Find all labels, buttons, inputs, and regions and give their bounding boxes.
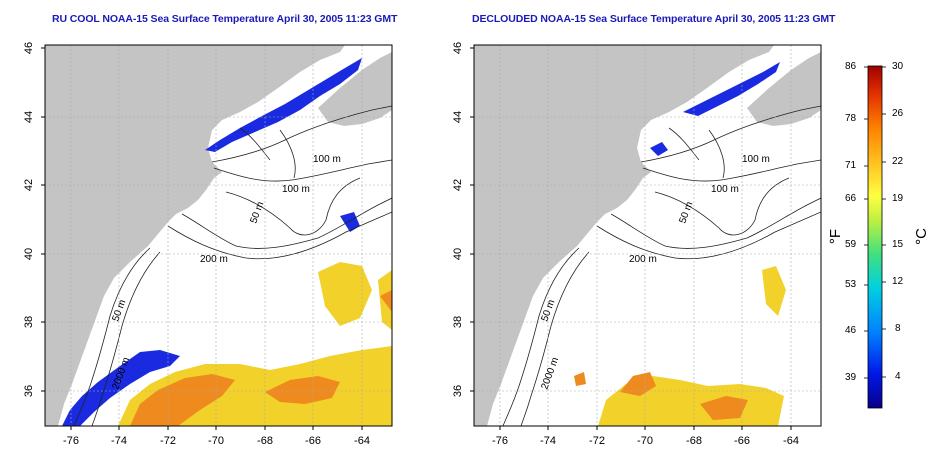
contour-label: 100 m xyxy=(742,154,770,165)
contour-line xyxy=(610,197,821,249)
contour-line xyxy=(596,211,821,260)
lat-tick-label: 36 xyxy=(23,385,35,397)
cold-water-patch xyxy=(340,212,360,232)
nova-scotia xyxy=(318,52,392,126)
lon-tick-label: -74 xyxy=(540,435,556,447)
contour-line xyxy=(211,105,392,163)
contour-label: 200 m xyxy=(200,254,228,265)
fahrenheit-tick: 78 xyxy=(845,113,857,124)
lon-tick-label: -68 xyxy=(257,435,273,447)
contour-line xyxy=(640,105,821,163)
contour-line xyxy=(91,251,161,426)
contour-line xyxy=(225,177,361,236)
celsius-tick: 22 xyxy=(892,156,904,167)
warm-water-orange xyxy=(130,374,235,426)
lon-tick-label: -64 xyxy=(354,435,370,447)
warm-water-orange xyxy=(265,376,340,404)
lon-tick-label: -66 xyxy=(305,435,321,447)
sst-map: 100 m 100 m 50 m 200 m 50 m 2000 m -76 -… xyxy=(452,42,822,447)
contour-label: 100 m xyxy=(313,154,341,165)
celsius-tick: 19 xyxy=(892,193,904,204)
lat-tick-label: 42 xyxy=(452,179,464,191)
contour-label: 100 m xyxy=(282,184,310,195)
warm-water-orange xyxy=(380,290,392,312)
lon-tick-label: -64 xyxy=(783,435,799,447)
contour-label: 200 m xyxy=(629,254,657,265)
fahrenheit-tick: 66 xyxy=(845,193,857,204)
fahrenheit-tick: 71 xyxy=(845,160,857,171)
map-title: DECLOUDED NOAA-15 Sea Surface Temperatur… xyxy=(472,13,836,25)
celsius-unit-label: °C xyxy=(912,228,930,245)
colorbar-gradient xyxy=(864,65,886,409)
contour-line xyxy=(668,127,725,179)
lat-tick-label: 38 xyxy=(452,316,464,328)
fahrenheit-unit-label: °F xyxy=(827,228,845,245)
lat-tick-label: 44 xyxy=(452,111,464,123)
warm-water-orange xyxy=(700,396,748,420)
land-mass xyxy=(474,45,774,426)
map-panel-declouded: DECLOUDED NOAA-15 Sea Surface Temperatur… xyxy=(428,0,835,475)
lon-tick-label: -76 xyxy=(492,435,508,447)
warm-water-patch xyxy=(762,266,786,316)
lon-tick-label: -68 xyxy=(686,435,702,447)
celsius-tick: 8 xyxy=(895,323,901,334)
contour-line xyxy=(654,177,790,236)
cold-water-band xyxy=(683,62,780,116)
lon-tick-label: -76 xyxy=(63,435,79,447)
contour-line xyxy=(239,127,296,179)
warm-water-orange xyxy=(574,372,586,386)
nova-scotia xyxy=(747,52,821,126)
fahrenheit-tick: 59 xyxy=(845,239,857,250)
cold-water-band xyxy=(205,58,362,152)
colorbar: 86 78 71 66 59 53 46 39 30 26 22 19 15 1… xyxy=(827,0,950,475)
sst-map: 100 m 100 m 50 m 200 m 50 m 2000 m -76 -… xyxy=(23,42,393,447)
map-title: RU COOL NOAA-15 Sea Surface Temperature … xyxy=(52,13,398,25)
contour-line xyxy=(520,251,590,426)
contour-line xyxy=(502,247,580,426)
contour-line xyxy=(181,197,392,249)
lon-tick-label: -72 xyxy=(160,435,176,447)
lon-tick-label: -74 xyxy=(111,435,127,447)
lat-tick-label: 38 xyxy=(23,316,35,328)
warm-water-patch xyxy=(318,262,372,326)
fahrenheit-tick: 86 xyxy=(845,61,857,72)
celsius-tick: 26 xyxy=(892,108,904,119)
cold-water-patch xyxy=(650,142,668,156)
lat-tick-label: 36 xyxy=(452,385,464,397)
map-panel-raw: RU COOL NOAA-15 Sea Surface Temperature … xyxy=(0,0,420,475)
contour-line xyxy=(73,247,151,426)
lon-tick-label: -72 xyxy=(589,435,605,447)
lat-tick-label: 40 xyxy=(452,248,464,260)
fahrenheit-tick: 53 xyxy=(845,279,857,290)
lat-tick-label: 42 xyxy=(23,179,35,191)
lon-tick-label: -70 xyxy=(637,435,653,447)
contour-label: 100 m xyxy=(711,184,739,195)
warm-water-orange xyxy=(620,372,656,396)
celsius-tick: 12 xyxy=(892,276,904,287)
lat-tick-label: 40 xyxy=(23,248,35,260)
fahrenheit-tick: 46 xyxy=(845,325,857,336)
contour-line xyxy=(167,211,392,260)
lat-tick-label: 46 xyxy=(23,42,35,54)
contour-line xyxy=(642,159,821,182)
cold-water-south xyxy=(62,350,180,426)
fahrenheit-tick: 39 xyxy=(845,372,857,383)
land-mass xyxy=(45,45,345,426)
lon-tick-label: -66 xyxy=(734,435,750,447)
celsius-tick: 4 xyxy=(895,371,901,382)
lat-tick-label: 44 xyxy=(23,111,35,123)
lon-tick-label: -70 xyxy=(208,435,224,447)
celsius-tick: 15 xyxy=(892,239,904,250)
celsius-tick: 30 xyxy=(892,61,904,72)
contour-line xyxy=(213,159,392,182)
lat-tick-label: 46 xyxy=(452,42,464,54)
